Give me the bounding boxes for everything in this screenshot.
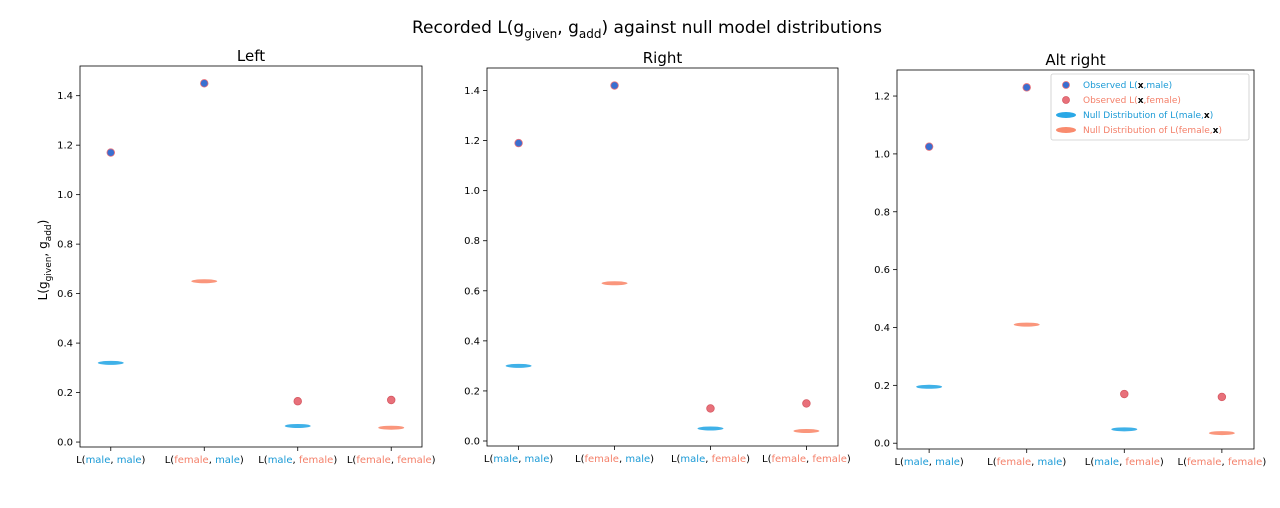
axes-frame — [79, 65, 423, 448]
panel-3: Alt right 0.0 0.2 0.4 0.6 0.8 1.0 1.2 L(male, ma… — [874, 51, 1266, 468]
legend-label: Observed L(x,female) — [1083, 96, 1181, 106]
null-distribution-mark — [601, 281, 628, 286]
y-tick-label: 0.8 — [874, 207, 890, 218]
observed-point — [1022, 83, 1031, 92]
legend-null-female-marker — [1056, 127, 1076, 133]
y-tick-label: 0.2 — [464, 386, 480, 397]
y-tick-label: 1.4 — [464, 86, 480, 97]
observed-point — [802, 399, 811, 408]
y-tick-label: 0.4 — [57, 339, 73, 350]
legend-null-male-marker — [1056, 112, 1076, 118]
null-distribution-mark — [191, 279, 218, 284]
observed-point — [514, 138, 523, 148]
x-tick-label: L(male, male) — [76, 455, 145, 466]
observed-point — [106, 148, 115, 157]
y-tick-label: 0.6 — [464, 286, 480, 297]
legend-label: Null Distribution of L(male,x) — [1083, 111, 1213, 121]
null-distribution-mark — [697, 426, 724, 431]
y-tick-label: 0.4 — [464, 336, 480, 347]
observed-point — [706, 404, 715, 413]
observed-point — [1120, 389, 1129, 399]
x-tick-label: L(male, male) — [894, 457, 963, 468]
y-tick-label: 0.8 — [57, 240, 73, 251]
y-tick-label: 0.4 — [874, 323, 890, 334]
axes-frame — [486, 67, 839, 447]
legend-label: Null Distribution of L(female,x) — [1083, 126, 1222, 136]
null-distribution-mark — [916, 384, 943, 389]
x-tick-label: L(male, female) — [258, 455, 337, 466]
y-axis-label: L(ggiven, gadd) — [36, 220, 54, 301]
null-distribution-mark — [1111, 427, 1138, 432]
y-tick-label: 1.2 — [464, 136, 480, 147]
null-distribution-mark — [1013, 322, 1040, 327]
x-tick-label: L(male, male) — [484, 454, 553, 465]
panel-2: Right 0.0 0.2 0.4 0.6 0.8 1.0 1.2 1.4 L(male, mal… — [464, 49, 851, 465]
observed-point — [1217, 392, 1227, 402]
panel-title: Alt right — [1045, 51, 1105, 69]
null-distribution-mark — [378, 425, 405, 430]
y-tick-label: 0.0 — [464, 436, 480, 447]
null-distribution-mark — [505, 363, 532, 368]
svg-text:L(ggiven, gadd): L(ggiven, gadd) — [36, 220, 54, 301]
x-tick-label: L(female, male) — [165, 455, 244, 466]
y-tick-label: 0.0 — [874, 439, 890, 450]
axes-frame — [896, 69, 1255, 450]
observed-point — [924, 142, 934, 151]
legend-observed-male-marker — [1062, 81, 1070, 89]
y-tick-label: 0.6 — [874, 265, 890, 276]
x-tick-label: L(female, male) — [575, 454, 654, 465]
y-tick-label: 0.2 — [874, 381, 890, 392]
x-tick-label: L(female, female) — [1178, 457, 1267, 468]
null-distribution-mark — [793, 428, 820, 433]
legend-box — [1050, 73, 1250, 141]
x-tick-label: L(female, male) — [987, 457, 1066, 468]
y-tick-label: 1.0 — [874, 149, 890, 160]
null-distribution-mark — [1208, 431, 1235, 436]
x-tick-label: L(female, female) — [762, 454, 851, 465]
x-tick-label: L(male, female) — [1085, 457, 1164, 468]
y-tick-label: 0.0 — [57, 438, 73, 449]
x-tick-label: L(female, female) — [347, 455, 436, 466]
legend: Observed L(x,male) Observed L(x,female) Nu… — [1050, 73, 1250, 141]
panel-1: Left 0.0 0.2 0.4 0.6 0.8 1.0 1.2 1.4 L(male, male… — [57, 47, 436, 466]
y-tick-label: 1.2 — [874, 92, 890, 103]
y-tick-label: 0.2 — [57, 388, 73, 399]
observed-point — [610, 81, 619, 90]
y-tick-label: 1.0 — [57, 190, 73, 201]
panel-title: Left — [237, 47, 265, 65]
legend-label: Observed L(x,male) — [1083, 81, 1172, 91]
null-distribution-mark — [97, 360, 124, 365]
figure-suptitle: Recorded L(ggiven, gadd) against null mo… — [412, 18, 882, 41]
y-tick-label: 1.4 — [57, 91, 73, 102]
y-tick-label: 1.0 — [464, 186, 480, 197]
y-tick-label: 0.8 — [464, 236, 480, 247]
observed-point — [200, 79, 209, 88]
panel-title: Right — [643, 49, 683, 67]
y-tick-label: 0.6 — [57, 289, 73, 300]
observed-point — [387, 395, 396, 405]
x-tick-label: L(male, female) — [671, 454, 750, 465]
null-distribution-mark — [284, 423, 311, 428]
observed-point — [293, 397, 302, 406]
y-tick-label: 1.2 — [57, 141, 73, 152]
legend-observed-female-marker — [1062, 96, 1070, 104]
